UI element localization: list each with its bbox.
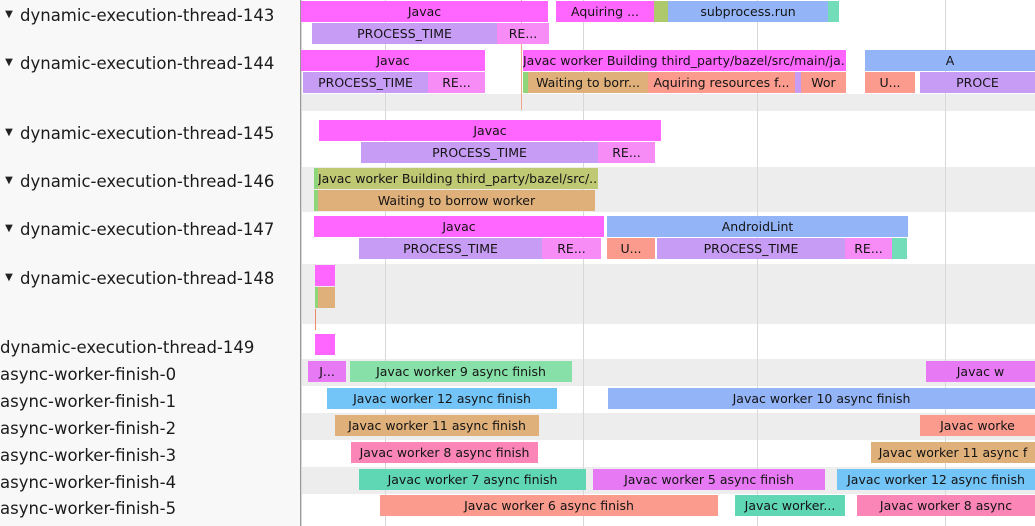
timeline-span[interactable]: Javac xyxy=(301,50,485,71)
lane-label-text: async-worker-finish-5 xyxy=(0,498,177,518)
lane-label-gutter: ▼ dynamic-execution-thread-143 ▼ dynamic-ex… xyxy=(0,0,301,526)
timeline-span[interactable] xyxy=(318,287,335,308)
lane-label-text: dynamic-execution-thread-148 xyxy=(20,268,275,288)
timeline-span[interactable] xyxy=(314,168,318,189)
timeline-span[interactable]: Javac worker 11 async f xyxy=(871,442,1035,463)
chevron-down-icon[interactable]: ▼ xyxy=(5,56,13,68)
timeline-span[interactable] xyxy=(315,334,335,355)
lane-label-9: async-worker-finish-2 xyxy=(0,417,295,439)
timeline-span[interactable]: Aquiring ... xyxy=(556,1,654,22)
lane-label-8: async-worker-finish-1 xyxy=(0,390,295,412)
timeline-span[interactable]: PROCESS_TIME xyxy=(359,238,542,259)
timeline-span[interactable]: Javac worker Building third_party/bazel/… xyxy=(523,50,846,71)
lane-label-text: async-worker-finish-4 xyxy=(0,472,177,492)
chevron-down-icon[interactable]: ▼ xyxy=(5,271,13,283)
timeline-span[interactable]: A xyxy=(865,50,1035,71)
timeline-span[interactable]: Javac worke xyxy=(920,415,1035,436)
timeline-span[interactable]: RE... xyxy=(598,142,655,163)
lane-label-text: dynamic-execution-thread-144 xyxy=(20,53,275,73)
timeline-span[interactable]: Javac worker 8 async finish xyxy=(351,442,538,463)
timeline-span[interactable]: PROCE xyxy=(920,72,1035,93)
timeline-span[interactable]: RE... xyxy=(497,23,549,44)
timeline-span[interactable]: PROCESS_TIME xyxy=(361,142,598,163)
timeline-span[interactable]: RE... xyxy=(542,238,601,259)
timeline-span[interactable] xyxy=(795,72,801,93)
gridline-2 xyxy=(583,0,584,526)
chevron-down-icon[interactable]: ▼ xyxy=(5,126,13,138)
chevron-down-icon[interactable]: ▼ xyxy=(5,174,13,186)
lane-label-text: dynamic-execution-thread-145 xyxy=(20,123,275,143)
lane-label-text: dynamic-execution-thread-147 xyxy=(20,219,275,239)
timeline-span[interactable]: subprocess.run xyxy=(668,1,828,22)
lane-label-4[interactable]: ▼ dynamic-execution-thread-147 xyxy=(0,218,295,240)
timeline-span[interactable] xyxy=(315,287,318,308)
timeline-span[interactable]: Javac worker Building third_party/bazel/… xyxy=(318,168,598,189)
timeline-span[interactable] xyxy=(828,1,839,22)
lane-label-10: async-worker-finish-3 xyxy=(0,444,295,466)
lane-label-3[interactable]: ▼ dynamic-execution-thread-146 xyxy=(0,170,295,192)
timeline-span[interactable]: Javac worker 9 async finish xyxy=(350,361,572,382)
timeline-span[interactable]: Aquiring resources f... xyxy=(648,72,795,93)
lane-label-1[interactable]: ▼ dynamic-execution-thread-144 xyxy=(0,52,295,74)
lane-label-7: async-worker-finish-0 xyxy=(0,363,295,385)
lane-label-text: async-worker-finish-1 xyxy=(0,391,177,411)
lane-label-6: dynamic-execution-thread-149 xyxy=(0,336,295,358)
lane-label-5[interactable]: ▼ dynamic-execution-thread-148 xyxy=(0,267,295,289)
lane-label-text: async-worker-finish-2 xyxy=(0,418,177,438)
gridline-3 xyxy=(757,0,758,526)
lane-label-text: dynamic-execution-thread-146 xyxy=(20,171,275,191)
chevron-down-icon[interactable]: ▼ xyxy=(5,8,13,20)
timeline-span[interactable] xyxy=(654,1,668,22)
timeline-span[interactable]: Javac worker 10 async finish xyxy=(608,388,1035,409)
timeline-span[interactable]: RE... xyxy=(845,238,892,259)
lane-label-0[interactable]: ▼ dynamic-execution-thread-143 xyxy=(0,4,295,26)
timeline-span[interactable]: Javac w xyxy=(926,361,1035,382)
lane-label-text: dynamic-execution-thread-143 xyxy=(20,5,275,25)
gridline-0 xyxy=(301,0,302,526)
timeline-track-area[interactable]: Javac PROCESS_TIME RE... Aquiring ... subpro… xyxy=(301,0,1035,526)
timeline-span[interactable]: Wor xyxy=(801,72,846,93)
timeline-span[interactable] xyxy=(314,190,318,211)
timeline-span[interactable]: Javac worker 12 async finish xyxy=(837,469,1035,490)
time-marker-0 xyxy=(521,0,522,110)
chevron-down-icon[interactable]: ▼ xyxy=(5,222,13,234)
timeline-span[interactable]: Javac worker 7 async finish xyxy=(359,469,586,490)
timeline-span[interactable]: Javac worker 8 async xyxy=(857,495,1035,516)
timeline-span[interactable]: Javac worker 5 async finish xyxy=(593,469,825,490)
timeline-span[interactable]: Javac worker 11 async finish xyxy=(335,415,539,436)
timeline-span[interactable]: Javac worker 6 async finish xyxy=(380,495,718,516)
timeline-span[interactable] xyxy=(523,72,528,93)
gridline-4 xyxy=(945,0,946,526)
timeline-span[interactable]: J... xyxy=(308,361,346,382)
timeline-span[interactable]: U... xyxy=(865,72,915,93)
lane-label-2[interactable]: ▼ dynamic-execution-thread-145 xyxy=(0,122,295,144)
lane-label-12: async-worker-finish-5 xyxy=(0,497,295,519)
lane-label-text: dynamic-execution-thread-149 xyxy=(0,337,255,357)
timeline-span[interactable]: Javac xyxy=(301,1,548,22)
lane-label-text: async-worker-finish-3 xyxy=(0,445,177,465)
row-band-0 xyxy=(301,94,1035,111)
timeline-span[interactable]: Waiting to borr... xyxy=(528,72,648,93)
timeline-span[interactable]: Javac xyxy=(314,216,604,237)
timeline-span[interactable] xyxy=(315,265,335,286)
timeline-span[interactable]: Javac xyxy=(319,120,661,141)
timeline-span[interactable]: Waiting to borrow worker xyxy=(318,190,595,211)
timeline-span[interactable] xyxy=(892,238,907,259)
timeline-span[interactable]: PROCESS_TIME xyxy=(312,23,497,44)
lane-label-text: async-worker-finish-0 xyxy=(0,364,177,384)
timeline-span[interactable]: PROCESS_TIME xyxy=(657,238,845,259)
timeline-span[interactable]: U... xyxy=(607,238,655,259)
timeline-span[interactable]: PROCESS_TIME xyxy=(303,72,428,93)
lane-label-11: async-worker-finish-4 xyxy=(0,471,295,493)
timeline-span[interactable]: AndroidLint xyxy=(607,216,908,237)
timeline-span[interactable]: Javac worker... xyxy=(735,495,845,516)
timeline-span[interactable] xyxy=(315,309,316,330)
row-band-2 xyxy=(301,264,1035,324)
timeline-span[interactable]: RE... xyxy=(428,72,485,93)
gridline-1 xyxy=(385,0,386,526)
timeline-span[interactable]: Javac worker 12 async finish xyxy=(327,388,557,409)
